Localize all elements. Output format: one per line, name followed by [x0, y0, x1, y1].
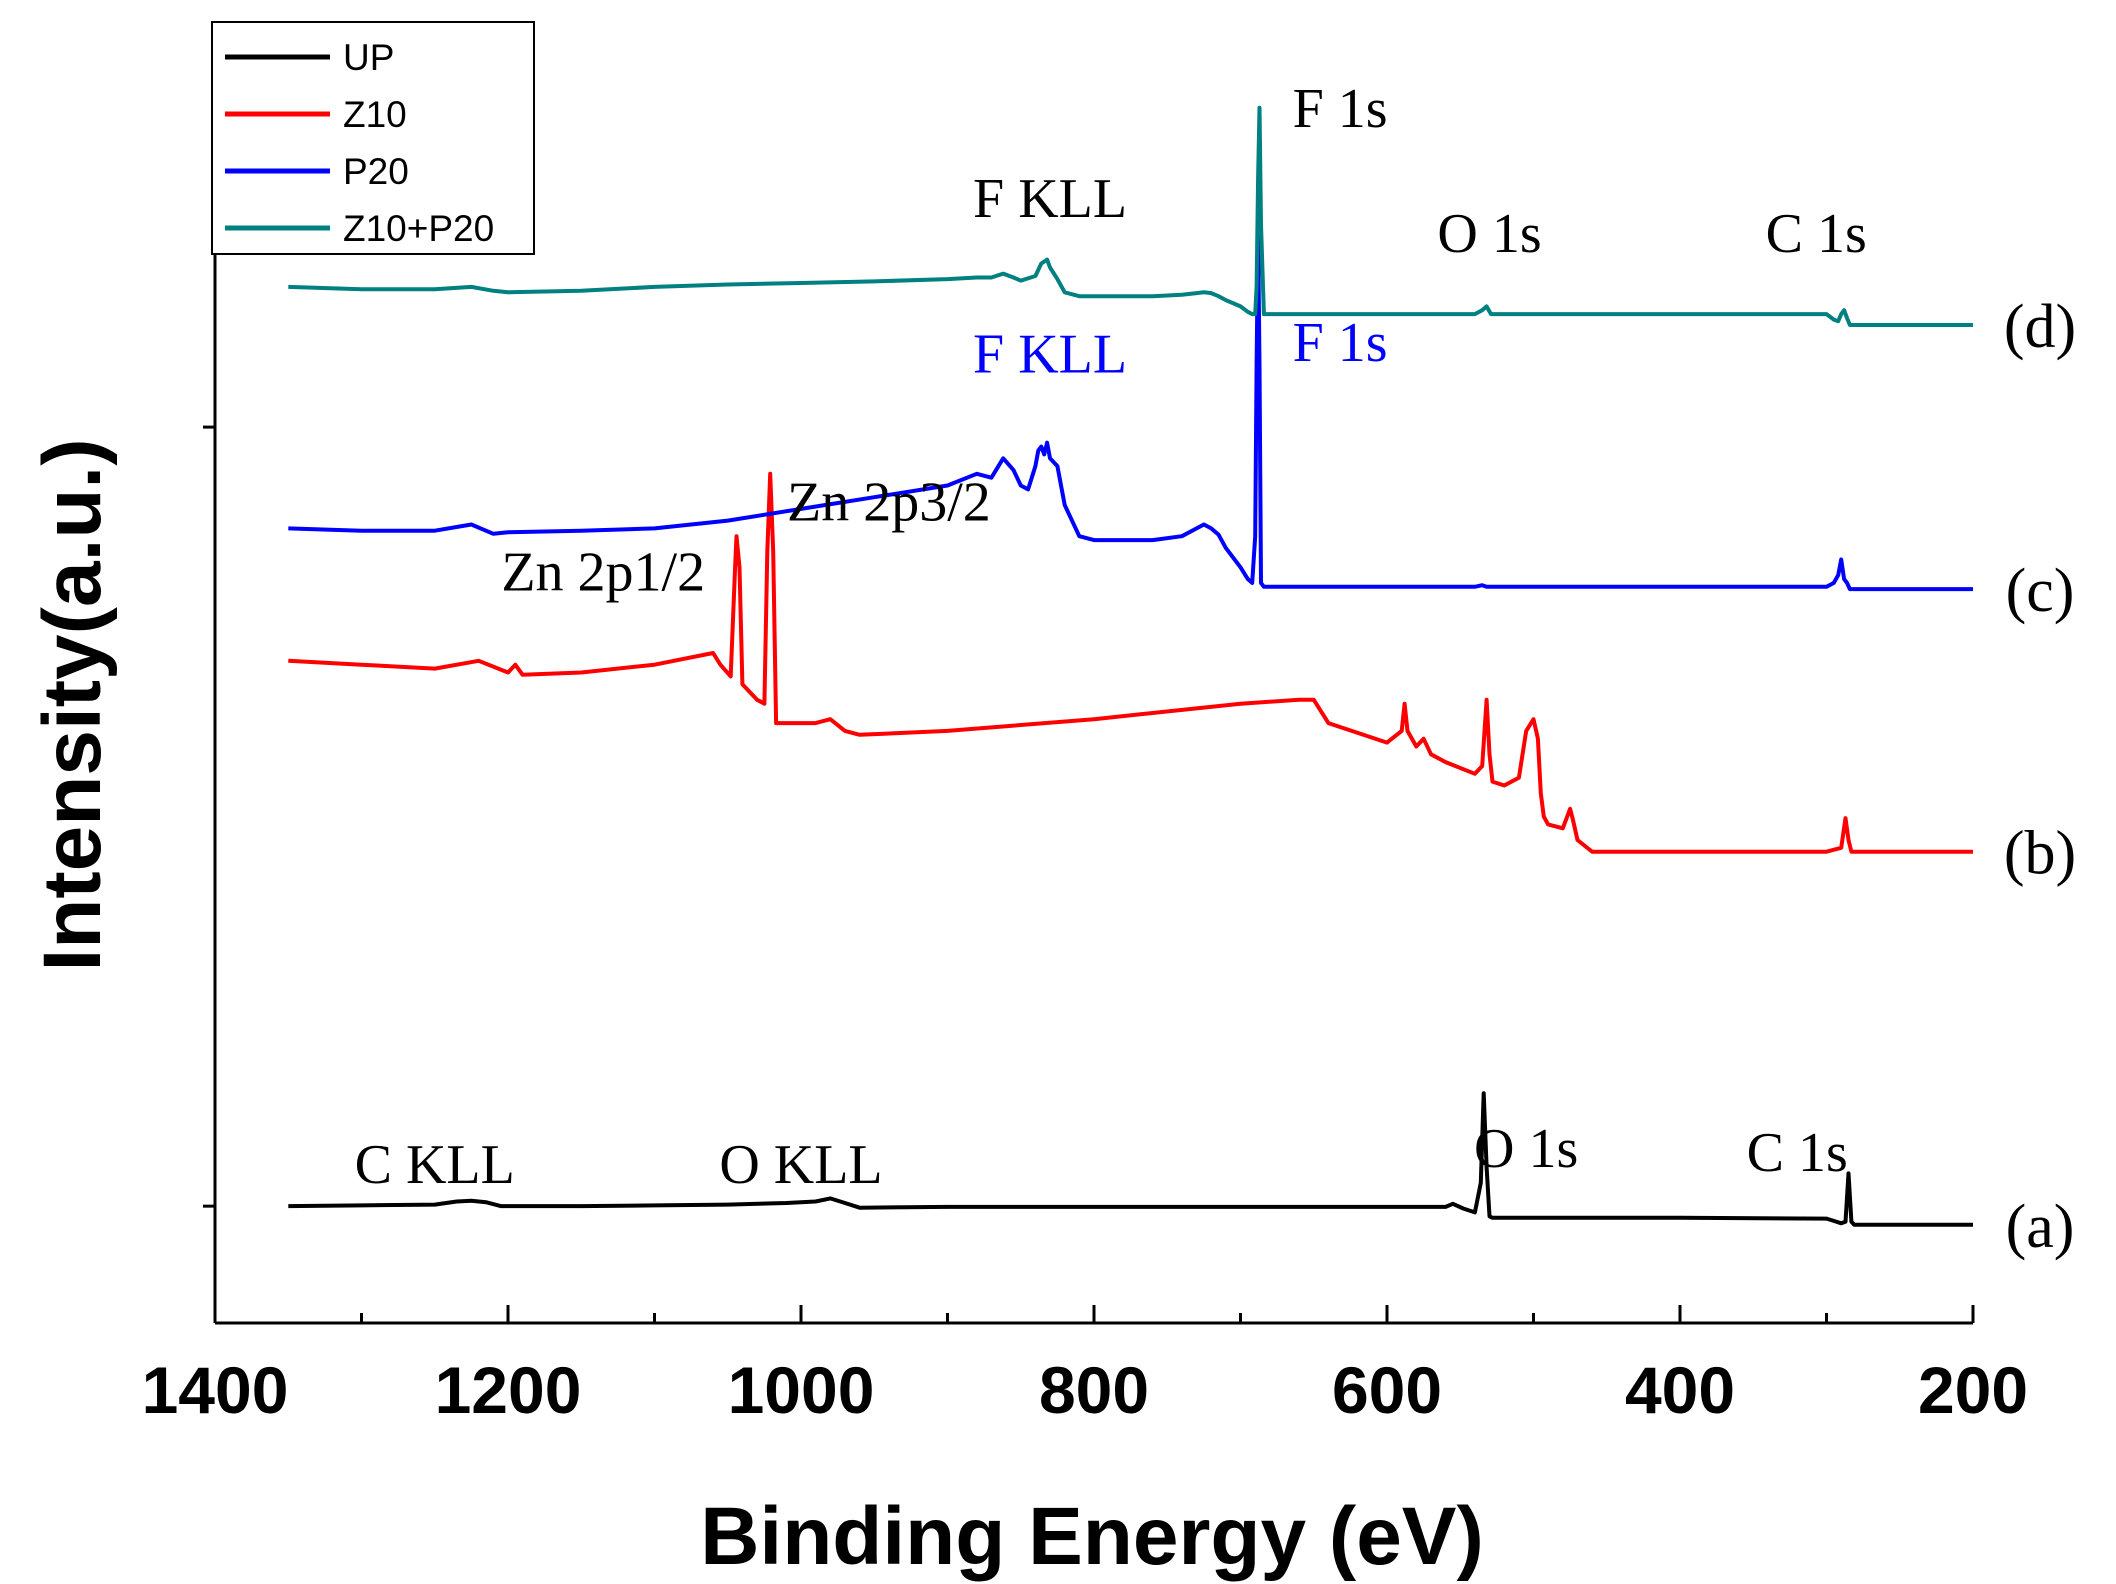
- peak-annotation: C 1s: [1747, 1122, 1848, 1184]
- series-line-z10: [288, 471, 1973, 854]
- peak-annotation: O 1s: [1474, 1118, 1578, 1180]
- series-line-p20: [288, 230, 1973, 592]
- legend-label: Z10+P20: [343, 208, 494, 249]
- x-tick-label: 400: [1625, 1353, 1735, 1427]
- peak-annotation: C 1s: [1766, 203, 1867, 265]
- x-tick-label: 800: [1039, 1353, 1149, 1427]
- peak-annotation: F KLL: [973, 168, 1127, 230]
- legend-label: Z10: [343, 94, 407, 135]
- peak-annotation: F 1s: [1293, 312, 1388, 374]
- legend: UP Z10 P20 Z10+P20: [211, 21, 535, 255]
- peak-annotation: C KLL: [355, 1134, 515, 1196]
- x-tick-label: 200: [1918, 1353, 2028, 1427]
- y-axis: [203, 425, 215, 1208]
- x-axis-title: Binding Energy (eV): [700, 1491, 1484, 1582]
- y-axis-title: Intensity(a.u.): [27, 438, 118, 971]
- curve-label: (a): [2006, 1193, 2075, 1261]
- series-line-up: [288, 1091, 1973, 1227]
- legend-box: [211, 21, 535, 255]
- x-tick-label: 600: [1332, 1353, 1442, 1427]
- series-layer: [288, 105, 1973, 1227]
- annotation-layer: C KLL O KLL O 1s C 1s Zn 2p1/2 Zn 2p3/2 F KLL F…: [355, 78, 1867, 1196]
- series-line-z10-plus-p20: [288, 105, 1973, 327]
- peak-annotation: O KLL: [719, 1134, 882, 1196]
- curve-label: (c): [2006, 557, 2075, 625]
- x-axis: 1400 1200 1000 800 600 400 200: [142, 1305, 2028, 1427]
- curve-label-layer: (a) (b) (c) (d): [2004, 293, 2076, 1261]
- x-tick-label: 1000: [728, 1353, 875, 1427]
- peak-annotation: F 1s: [1293, 78, 1388, 140]
- peak-annotation: F KLL: [973, 324, 1127, 386]
- peak-annotation: Zn 2p3/2: [787, 472, 991, 534]
- curve-label: (b): [2004, 820, 2076, 888]
- legend-label: UP: [343, 37, 394, 78]
- x-tick-label: 1200: [435, 1353, 582, 1427]
- legend-label: P20: [343, 151, 409, 192]
- x-tick-label: 1400: [142, 1353, 289, 1427]
- peak-annotation: Zn 2p1/2: [501, 542, 705, 604]
- curve-label: (d): [2004, 293, 2076, 361]
- peak-annotation: O 1s: [1437, 203, 1541, 265]
